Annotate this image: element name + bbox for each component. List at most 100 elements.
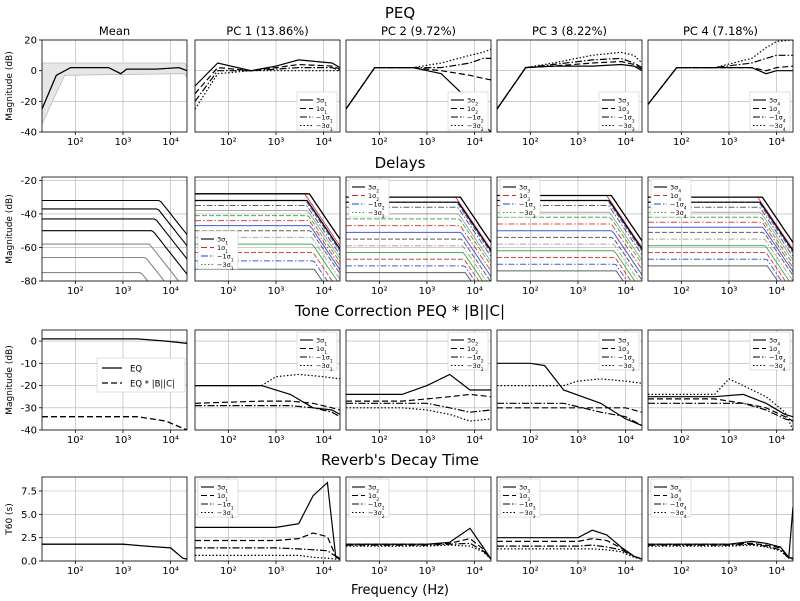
delay-line (346, 225, 491, 272)
x-tick-label: 10² (220, 435, 237, 446)
legend-entry: 1σ2 (368, 192, 379, 203)
series-line-0 (195, 481, 340, 560)
x-tick-label: 10⁴ (617, 286, 634, 297)
series-line-0 (195, 59, 340, 87)
legend-subscript: 1 (324, 341, 327, 347)
axes-frame (496, 329, 643, 431)
legend-subscript: 4 (783, 118, 786, 124)
x-tick-label: 10² (371, 286, 388, 297)
x-tick-label: 10² (220, 566, 237, 577)
series-line-2 (346, 542, 491, 560)
legend-subscript: 1 (324, 349, 327, 355)
y-tick-label: 20 (24, 36, 37, 47)
legend-entry: 1σ1 (316, 105, 327, 116)
legend-subscript: 1 (330, 358, 333, 364)
series-line-3 (346, 48, 491, 110)
legend-entry: −3σ3 (519, 509, 536, 520)
plot-area (42, 543, 187, 560)
delay-line (497, 216, 642, 265)
legend-entry: 3σ3 (618, 336, 629, 347)
legend-entry: −1σ4 (769, 353, 786, 364)
delay-line (195, 215, 340, 263)
series-line-1 (195, 400, 340, 411)
eq-line (42, 338, 187, 344)
axes-frame (345, 39, 492, 133)
column-title-1: PC 1 (13.86%) (226, 24, 308, 38)
plot-area (346, 527, 491, 560)
x-tick-label: 10² (522, 566, 539, 577)
y-tick-label: 0.0 (21, 557, 37, 568)
delay-line (648, 231, 793, 276)
legend-entry: −3σ1 (316, 122, 333, 133)
delay-line (497, 270, 624, 281)
legend-subscript: 4 (684, 513, 687, 519)
x-tick-label: 10⁴ (617, 137, 634, 148)
eq-bc-line (42, 416, 187, 430)
legend-box (650, 178, 692, 218)
legend-subscript: 3 (626, 109, 629, 115)
legend-entry: −3σ2 (467, 122, 484, 133)
x-tick-label: 10³ (419, 566, 436, 577)
legend-subscript: 4 (783, 366, 786, 372)
axes-frame (647, 176, 794, 282)
plot-area (195, 481, 340, 560)
y-tick-label: -20 (21, 381, 37, 392)
legend-subscript: 1 (324, 101, 327, 107)
mean-line (42, 66, 187, 110)
legend-subscript: 4 (777, 341, 780, 347)
legend-entry: 3σ3 (519, 183, 530, 194)
legend-entry: 1σ3 (519, 192, 530, 203)
legend-box (650, 478, 692, 518)
x-tick-label: 10² (522, 435, 539, 446)
series-line-2 (497, 402, 642, 427)
legend-subscript: 2 (481, 358, 484, 364)
plot-area (497, 529, 642, 560)
mean-line (42, 543, 187, 560)
delay-line (42, 272, 149, 281)
series-line-0 (195, 385, 340, 415)
series-line-1 (346, 537, 491, 560)
delay-line (346, 272, 472, 281)
legend-entry: −1σ2 (368, 500, 385, 511)
y-tick-label: -40 (21, 128, 37, 139)
column-title-0: Mean (99, 24, 130, 38)
legend-entry: 1σ3 (618, 105, 629, 116)
column-title-2: PC 2 (9.72%) (381, 24, 456, 38)
legend-entry: −3σ4 (769, 122, 786, 133)
legend-subscript: 2 (382, 213, 385, 219)
y-tick-label: 2.5 (21, 533, 37, 544)
legend-entry: −1σ1 (217, 500, 234, 511)
legend-box (348, 178, 390, 218)
legend-entry: 3σ2 (467, 96, 478, 107)
legend-subscript: 1 (330, 366, 333, 372)
column-title-3: PC 3 (8.22%) (532, 24, 607, 38)
legend-subscript: 3 (533, 213, 536, 219)
x-tick-label: 10⁴ (162, 286, 179, 297)
series-line-3 (497, 51, 642, 110)
x-tick-label: 10³ (115, 566, 132, 577)
legend-subscript: 3 (632, 358, 635, 364)
legend-entry: −1σ2 (467, 113, 484, 124)
legend-subscript: 2 (376, 188, 379, 194)
plot-area (648, 506, 793, 560)
axes-frame (345, 176, 492, 282)
legend-subscript: 3 (527, 496, 530, 502)
series-line-3 (648, 544, 793, 560)
axes-frame (194, 476, 341, 562)
legend-subscript: 2 (481, 366, 484, 372)
y-tick-label: -20 (21, 176, 37, 187)
legend-entry: −3σ2 (368, 509, 385, 520)
legend-entry: EQ * |B||C| (130, 380, 175, 390)
delay-line (648, 226, 793, 272)
x-tick-label: 10⁴ (768, 435, 785, 446)
legend-subscript: 2 (376, 196, 379, 202)
y-tick-label: -40 (21, 209, 37, 220)
series-line-2 (346, 402, 491, 413)
legend-entry: 1σ1 (217, 244, 228, 255)
delay-line (648, 258, 783, 281)
axes-frame (647, 329, 794, 431)
